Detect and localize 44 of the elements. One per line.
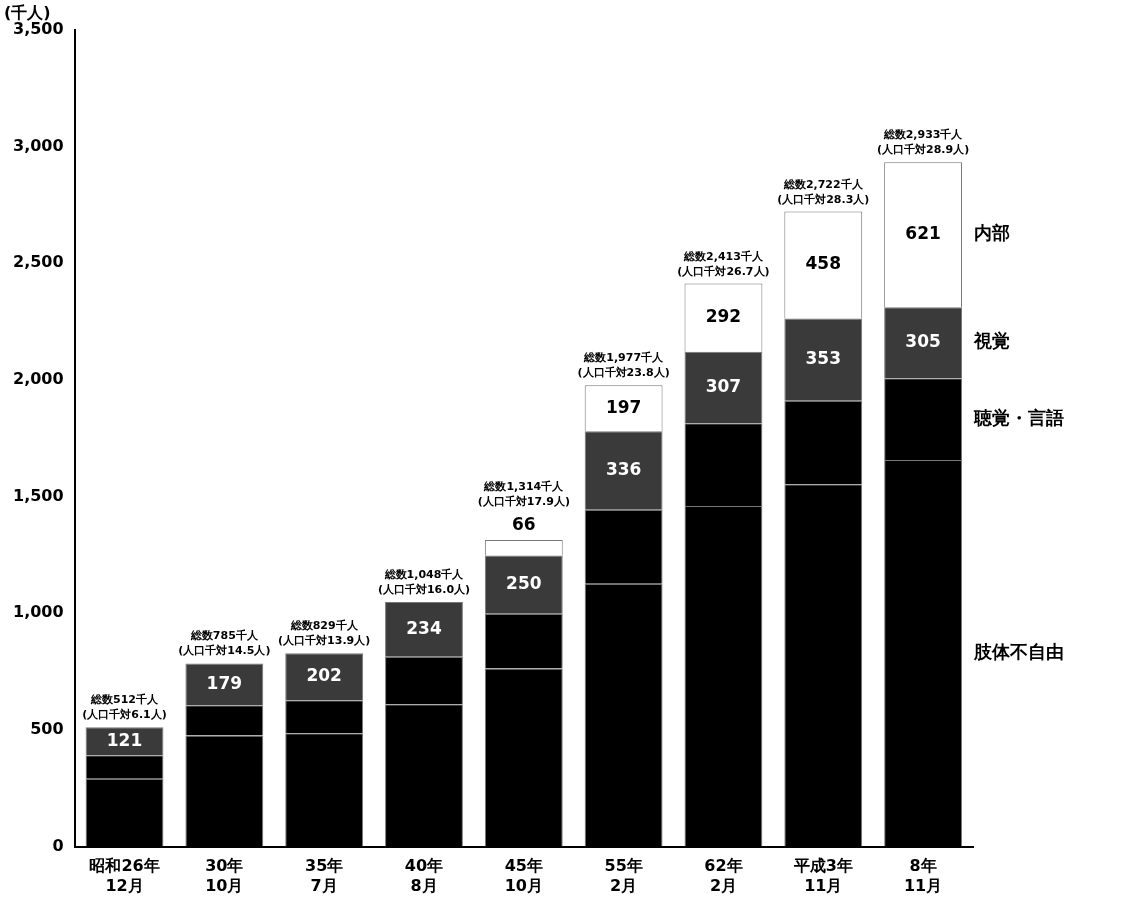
total-label: 総数1,314千人 (人口千対17.9人) <box>477 480 570 509</box>
series-label: 視覚 <box>973 330 1011 352</box>
data-label: 234 <box>406 617 442 638</box>
x-tick-label: 平成3年 11月 <box>792 856 853 895</box>
data-label: 121 <box>106 729 143 750</box>
x-tick-label: 45年 10月 <box>504 856 543 895</box>
data-label: 307 <box>705 375 742 396</box>
x-tick-label: 35年 7月 <box>305 856 344 895</box>
x-tick-label: 30年 10月 <box>205 856 244 895</box>
y-tick-label: 1,500 <box>13 485 64 505</box>
series-label: 内部 <box>974 222 1011 244</box>
y-tick-label: 1,000 <box>13 602 64 622</box>
data-label: 292 <box>705 306 742 327</box>
x-tick-label: 40年 8月 <box>404 856 444 895</box>
data-label: 202 <box>306 665 342 686</box>
total-label: 総数512千人 (人口千対6.1人) <box>82 693 167 722</box>
x-tick-label: 55年 2月 <box>604 856 643 895</box>
total-label: 総数2,933千人 (人口千対28.9人) <box>876 128 970 157</box>
data-label: 353 <box>805 347 842 368</box>
total-label: 総数1,048千人 (人口千対16.0人) <box>377 568 471 597</box>
y-axis-title: (千人) <box>4 3 51 23</box>
y-tick-label: 3,000 <box>13 135 64 155</box>
y-tick-label: 500 <box>30 719 64 739</box>
data-label: 250 <box>506 573 542 594</box>
series-label: 聴覚・言語 <box>973 406 1065 428</box>
x-tick-label: 62年 2月 <box>704 856 743 895</box>
y-tick-label: 0 <box>52 835 64 855</box>
total-label: 総数785千人 (人口千対14.5人) <box>178 629 271 658</box>
x-tick-label: 8年 11月 <box>903 856 943 895</box>
y-tick-label: 2,000 <box>13 369 64 389</box>
data-label: 197 <box>605 396 642 417</box>
series-label: 肢体不自由 <box>973 640 1065 662</box>
total-label: 総数1,977千人 (人口千対23.8人) <box>577 351 670 380</box>
total-label: 総数829千人 (人口千対13.9人) <box>278 619 371 648</box>
total-label: 総数2,413千人 (人口千対26.7人) <box>677 249 770 278</box>
data-label: 621 <box>905 223 941 244</box>
data-label: 66 <box>511 514 536 535</box>
data-label: 336 <box>605 458 642 479</box>
x-tick-label: 昭和26年 12月 <box>89 856 160 895</box>
y-tick-label: 2,500 <box>13 252 64 272</box>
data-label: 179 <box>206 672 243 693</box>
data-label: 305 <box>905 331 941 352</box>
total-label: 総数2,722千人 (人口千対28.3人) <box>777 177 870 206</box>
data-label: 458 <box>805 253 842 274</box>
